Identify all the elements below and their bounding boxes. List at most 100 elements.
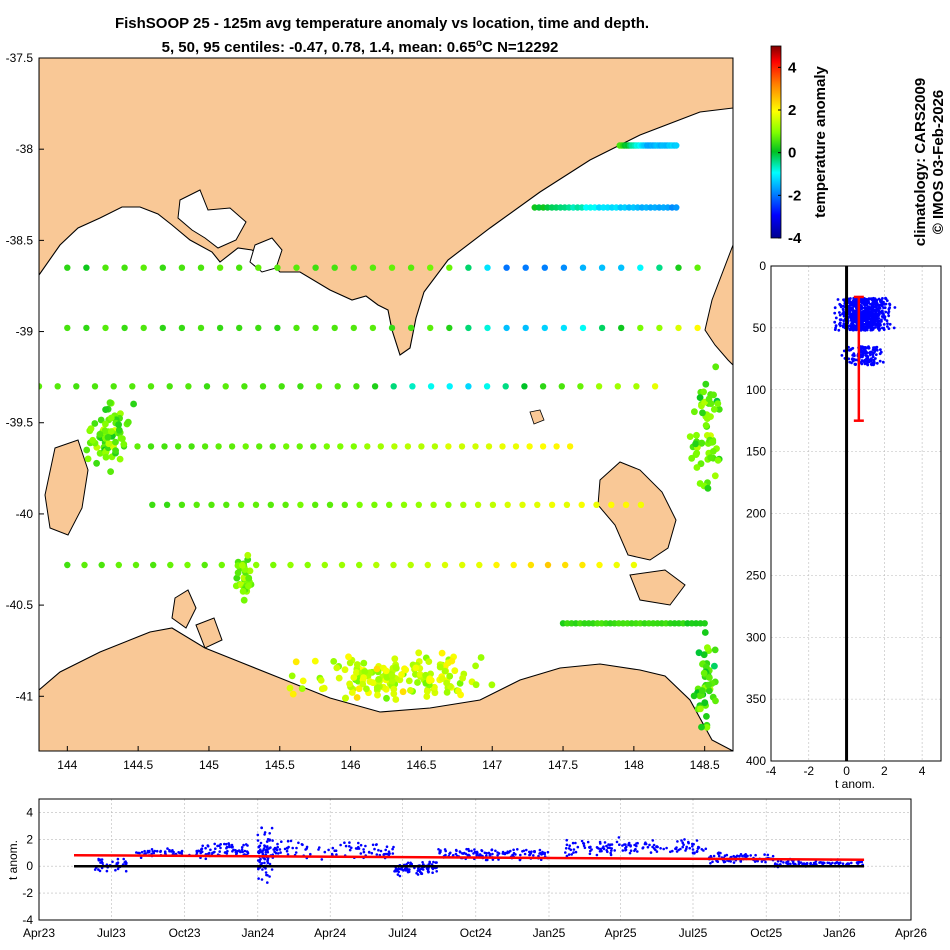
time-point	[348, 841, 351, 844]
time-point	[243, 849, 247, 853]
time-point	[776, 859, 780, 863]
time-point	[225, 842, 228, 846]
time-point	[343, 841, 346, 844]
map-point	[120, 440, 128, 448]
map-point	[703, 724, 711, 731]
map-point	[255, 264, 262, 271]
time-point	[511, 854, 515, 857]
time-point	[610, 849, 613, 852]
time-point	[571, 841, 575, 845]
time-point	[418, 870, 422, 874]
time-point	[116, 861, 120, 864]
map-point	[558, 383, 565, 390]
time-point	[170, 850, 173, 853]
map-point	[312, 264, 319, 271]
map-point	[91, 383, 99, 390]
map-x-tick-label: 144	[57, 758, 77, 772]
time-point	[291, 846, 295, 850]
time-point	[276, 842, 279, 846]
time-point	[385, 845, 389, 848]
map-point	[178, 501, 186, 508]
map-point	[553, 443, 560, 450]
time-point	[257, 877, 260, 880]
depth-y-tick-label: 150	[746, 445, 766, 459]
map-point	[446, 264, 453, 271]
time-point	[685, 847, 688, 851]
map-point	[390, 690, 398, 698]
time-point	[697, 845, 700, 849]
map-point	[292, 658, 300, 666]
map-point	[150, 561, 157, 569]
map-point	[489, 501, 497, 508]
time-point	[716, 852, 720, 855]
map-point	[598, 324, 606, 332]
map-point	[350, 264, 357, 271]
map-point	[404, 443, 412, 450]
depth-point	[838, 313, 842, 317]
time-point	[533, 850, 536, 854]
time-point	[230, 845, 233, 849]
depth-x-tick-label: -4	[766, 764, 777, 778]
time-point	[225, 846, 228, 850]
depth-point	[833, 320, 837, 324]
time-x-tick-label: Apr26	[895, 926, 927, 940]
depth-point	[834, 326, 837, 330]
time-point	[270, 826, 274, 830]
map-point	[415, 501, 422, 508]
time-point	[467, 847, 470, 851]
map-point	[577, 383, 584, 390]
map-point	[239, 588, 247, 595]
map-point	[287, 561, 294, 569]
map-point	[446, 672, 454, 680]
time-point	[111, 860, 114, 864]
map-point	[701, 699, 709, 707]
time-point	[478, 853, 482, 856]
time-point	[472, 852, 475, 855]
depth-point	[833, 311, 837, 315]
map-point	[91, 420, 99, 427]
map-point	[613, 561, 620, 569]
time-point	[105, 869, 109, 873]
map-point	[390, 383, 397, 390]
time-point	[320, 858, 324, 861]
depth-point	[863, 322, 867, 326]
time-point	[362, 850, 366, 854]
time-point	[582, 842, 585, 845]
time-point	[687, 840, 690, 844]
map-point	[522, 264, 529, 271]
depth-point	[873, 323, 877, 326]
map-point	[710, 406, 718, 413]
depth-y-tick-label: 400	[746, 754, 766, 768]
time-point	[427, 870, 430, 874]
time-point	[805, 862, 809, 865]
map-point	[458, 443, 466, 450]
colorbar-tick-label: 0	[788, 145, 796, 162]
map-point	[360, 674, 367, 682]
time-point	[396, 869, 399, 872]
depth-point	[850, 357, 854, 361]
chart-title: FishSOOP 25 - 125m avg temperature anoma…	[115, 15, 649, 32]
map-point	[341, 501, 348, 508]
cape-barren-island	[629, 569, 686, 606]
map-point	[510, 561, 517, 569]
map-point	[342, 694, 349, 702]
depth-point	[851, 328, 854, 332]
map-point	[369, 324, 377, 332]
map-point	[388, 324, 396, 332]
time-point	[428, 861, 432, 865]
time-point	[636, 850, 639, 853]
time-point	[589, 849, 592, 853]
time-point	[140, 850, 144, 854]
depth-y-tick-label: 200	[746, 507, 766, 521]
map-point	[208, 501, 215, 508]
map-point	[409, 383, 416, 390]
time-point	[178, 851, 181, 855]
time-point	[172, 850, 175, 854]
depth-point	[851, 299, 855, 302]
map-point	[519, 501, 526, 508]
time-point	[716, 860, 720, 863]
map-point	[637, 501, 645, 508]
map-point	[134, 443, 141, 450]
time-point	[155, 849, 159, 853]
map-point	[304, 561, 311, 569]
